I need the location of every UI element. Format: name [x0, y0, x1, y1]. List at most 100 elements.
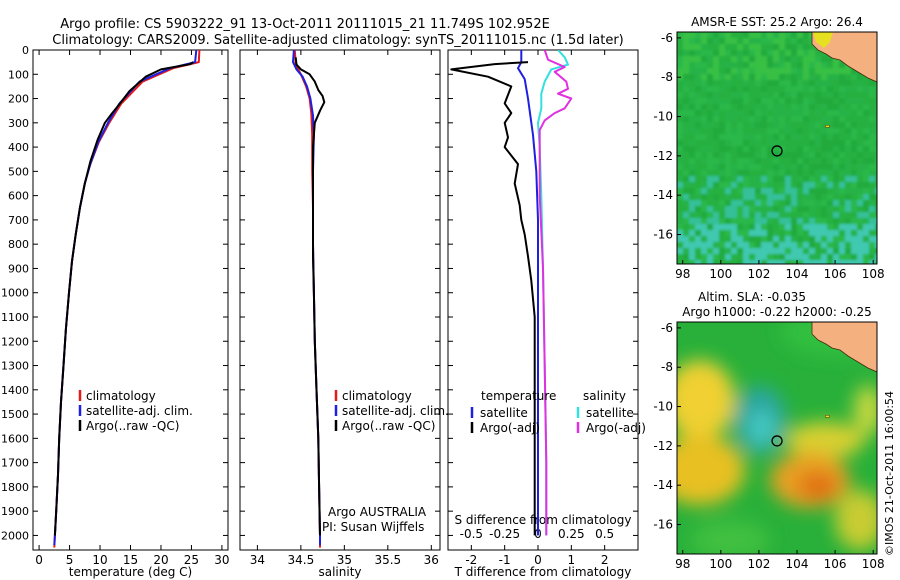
difference-profile-legend-header: temperature	[481, 389, 556, 403]
depth-tick-label: 1600	[1, 432, 29, 445]
sst-map-xtick-label: 104	[786, 267, 809, 281]
depth-tick-label: 1000	[1, 287, 29, 300]
sla-map-xtick-label: 102	[747, 557, 770, 571]
depth-tick-label: 0	[22, 44, 29, 57]
depth-tick-label: 900	[8, 262, 29, 275]
sst-map-land-northwest	[813, 32, 833, 48]
sst-map-ytick-label: -12	[653, 149, 673, 163]
difference-profile-xtick-label: -1	[499, 553, 511, 567]
difference-profile-series-salinity-argo-adj-	[538, 50, 573, 536]
salinity-profile-xtick-label: 34.5	[288, 553, 315, 567]
sla-christmas-island	[825, 415, 830, 418]
sst-map-ytick-label: -10	[653, 110, 673, 124]
title-line-2: Climatology: CARS2009. Satellite-adjuste…	[52, 33, 624, 48]
sst-map-xtick-label: 106	[824, 267, 847, 281]
sla-map-ytick-label: -12	[653, 439, 673, 453]
salinity-profile-series-argo-raw-qc-	[294, 57, 326, 536]
temperature-profile-legend-label: climatology	[86, 389, 156, 403]
temperature-profile-legend-label: Argo(..raw -QC)	[86, 419, 179, 433]
salinity-annotation-line-2: PI: Susan Wijffels	[322, 520, 424, 534]
salinity-profile-xtick-label: 35.5	[374, 553, 401, 567]
salinity-profile-series-climatology	[293, 50, 321, 548]
temperature-panel: 0 5 10 15 20 25 300100200300400500600700800900…	[1, 44, 230, 579]
sla-map-xtick-label: 100	[709, 557, 732, 571]
temperature-profile-xtick-label: 20	[153, 553, 168, 567]
sla-map-ytick-label: -14	[653, 478, 673, 492]
difference-profile-frame	[447, 49, 639, 551]
sla-argo-location-marker	[771, 435, 783, 447]
sst-map-xtick-label: 98	[675, 267, 690, 281]
salinity-profile-xtick-label: 36	[424, 553, 439, 567]
footer-timestamp: ©IMOS 21-Oct-2011 16:00:54	[883, 391, 896, 556]
salinity-profile-xlabel: salinity	[318, 565, 361, 579]
depth-tick-label: 300	[8, 117, 29, 130]
sla-map-panel: Altim. SLA: -0.035 Argo h1000: -0.22 h20…	[653, 290, 884, 571]
sla-map-ytick-label: -16	[653, 518, 673, 532]
sst-map-xtick-label: 100	[709, 267, 732, 281]
difference-profile-series-temperature-argo-adj-	[450, 61, 536, 536]
depth-tick-label: 600	[8, 190, 29, 203]
temperature-profile-series-satellite-adj-clim-	[53, 50, 198, 546]
depth-tick-label: 1800	[1, 481, 29, 494]
difference-profile-legend-label: Argo(-adj)	[586, 421, 646, 435]
difference-profile-xtick-label: 0	[534, 553, 542, 567]
depth-tick-label: 400	[8, 141, 29, 154]
sst-map-xtick-label: 102	[747, 267, 770, 281]
depth-tick-label: 1400	[1, 384, 29, 397]
sla-map-land	[811, 322, 877, 373]
salinity-profile-xtick-label: 34	[250, 553, 265, 567]
sla-map-title-line-2: Argo h1000: -0.22 h2000: -0.25	[682, 305, 872, 319]
sst-map-title: AMSR-E SST: 25.2 Argo: 26.4	[691, 15, 863, 29]
depth-tick-label: 500	[8, 165, 29, 178]
depth-tick-label: 1100	[1, 311, 29, 324]
sla-map-ytick-label: -10	[653, 400, 673, 414]
salinity-profile-xtick-label: 35	[337, 553, 352, 567]
difference-profile-legend-label: Argo(-adj)	[480, 421, 540, 435]
depth-tick-label: 200	[8, 93, 29, 106]
difference-profile-legend-label: satellite	[586, 406, 634, 420]
sla-map-ytick-label: -8	[661, 360, 673, 374]
salinity-profile-legend-label: climatology	[342, 389, 412, 403]
difference-profile-xlabel-top: S difference from climatology	[455, 513, 632, 527]
difference-profile-xtick-top-label: 0.25	[558, 527, 585, 541]
temperature-profile-xtick-label: 0	[35, 553, 43, 567]
depth-tick-label: 800	[8, 238, 29, 251]
sst-map-ytick-label: -16	[653, 228, 673, 242]
difference-panel: -2 -1 0 1 2T difference from climatology S di…	[447, 49, 646, 579]
sst-argo-location-marker	[771, 145, 783, 157]
sst-map-xtick-label: 108	[862, 267, 885, 281]
temperature-profile-series-argo-raw-qc-	[53, 61, 194, 536]
sla-map-island-shape	[825, 415, 830, 418]
sst-map-ytick-label: -6	[661, 31, 673, 45]
depth-tick-label: 2000	[1, 529, 29, 542]
sla-map-ytick-label: -6	[661, 321, 673, 335]
difference-profile-series-temperature-satellite	[517, 50, 539, 536]
depth-tick-label: 100	[8, 68, 29, 81]
salinity-profile-legend-label: Argo(..raw -QC)	[342, 419, 435, 433]
temperature-profile-series-climatology	[53, 50, 201, 548]
depth-tick-label: 1700	[1, 457, 29, 470]
difference-profile-xtick-label: -2	[465, 553, 477, 567]
sst-map-ytick-label: -14	[653, 188, 673, 202]
sst-map-ytick-label: -8	[661, 70, 673, 84]
temperature-profile-xtick-label: 25	[184, 553, 199, 567]
temperature-profile-xtick-label: 15	[123, 553, 138, 567]
difference-profile-xtick-label: 2	[601, 553, 609, 567]
difference-profile-xtick-top-label: -0.25	[489, 527, 520, 541]
depth-tick-label: 1200	[1, 335, 29, 348]
sst-map-land	[811, 32, 877, 83]
difference-profile-legend-label: satellite	[480, 406, 528, 420]
difference-profile-legend-header: salinity	[583, 389, 626, 403]
salinity-annotation-line-1: Argo AUSTRALIA	[328, 505, 427, 519]
temperature-profile-legend-label: satellite-adj. clim.	[86, 404, 193, 418]
sla-map-xtick-label: 98	[675, 557, 690, 571]
sla-map-xtick-label: 106	[824, 557, 847, 571]
difference-profile-xtick-top-label: 0.5	[595, 527, 614, 541]
sst-christmas-island	[825, 125, 830, 128]
sst-map-panel: AMSR-E SST: 25.2 Argo: 26.4 98 100 102 104 1…	[653, 15, 884, 281]
temperature-profile-xtick-label: 30	[214, 553, 229, 567]
depth-tick-label: 700	[8, 214, 29, 227]
salinity-profile-frame	[239, 49, 441, 551]
depth-tick-label: 1500	[1, 408, 29, 421]
